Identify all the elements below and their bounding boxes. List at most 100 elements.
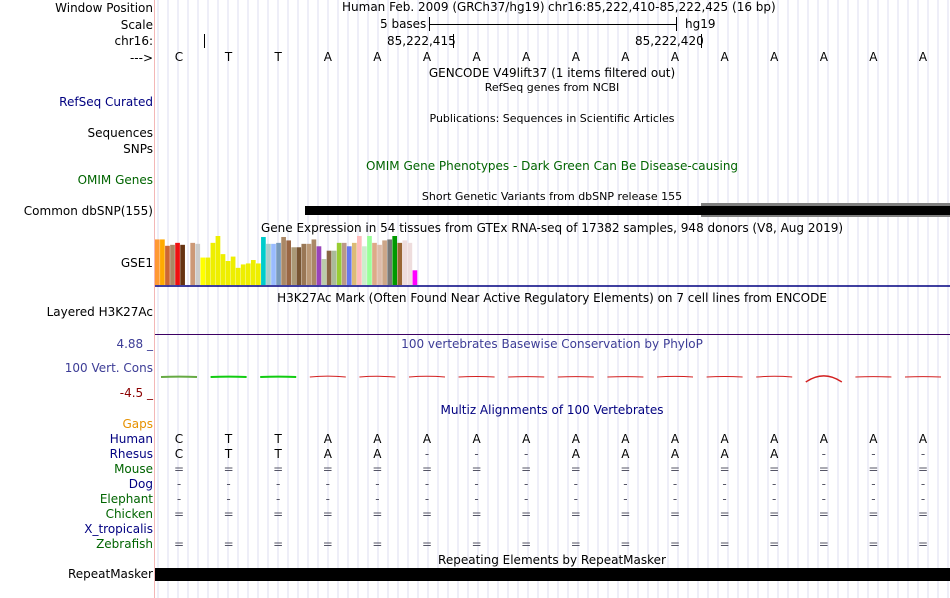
gtex-tissue-bar[interactable] <box>256 263 261 285</box>
gtex-tissue-bar[interactable] <box>230 256 236 285</box>
gtex-tissue-bar[interactable] <box>170 244 175 285</box>
track-label-snps[interactable]: SNPs <box>123 142 153 156</box>
repeat-title[interactable]: Repeating Elements by RepeatMasker <box>438 553 666 567</box>
phylop-score-mark[interactable] <box>408 375 446 378</box>
gencode-title[interactable]: GENCODE V49lift37 (1 items filtered out) <box>428 66 676 80</box>
gtex-tissue-bar[interactable] <box>321 259 327 285</box>
phylop-score-mark[interactable] <box>309 375 346 378</box>
alignment-cell: = <box>372 507 383 521</box>
gtex-tissue-bar[interactable] <box>387 239 392 285</box>
gtex-tissue-bar[interactable] <box>276 242 281 285</box>
gtex-tissue-bar[interactable] <box>180 244 185 285</box>
species-label[interactable]: Rhesus <box>109 447 153 461</box>
phylop-score-mark[interactable] <box>359 375 396 378</box>
gtex-tissue-bar[interactable] <box>346 246 352 285</box>
gtex-tissue-bar[interactable] <box>397 242 403 285</box>
phylop-score-mark[interactable] <box>706 375 743 378</box>
repeatmasker-feature-bar[interactable] <box>155 568 950 581</box>
position-label: chr16:85,222,410-85,222,425 (16 bp) <box>548 0 776 14</box>
track-label-h3k27ac[interactable]: Layered H3K27Ac <box>46 305 153 319</box>
dbsnp-feature-bar-overlay[interactable] <box>701 206 950 215</box>
gtex-tissue-bar[interactable] <box>175 242 180 285</box>
track-label-repeatmasker[interactable]: RepeatMasker <box>67 567 153 581</box>
species-label[interactable]: Dog <box>128 477 153 491</box>
species-label[interactable]: Elephant <box>99 492 153 506</box>
gtex-tissue-bar[interactable] <box>215 236 221 285</box>
gtex-tissue-bar[interactable] <box>261 236 266 285</box>
gtex-bar-chart[interactable] <box>155 236 950 288</box>
gtex-tissue-bar[interactable] <box>316 246 322 285</box>
gtex-tissue-bar[interactable] <box>362 246 367 285</box>
gtex-title[interactable]: Gene Expression in 54 tissues from GTEx … <box>260 221 844 235</box>
gtex-tissue-bar[interactable] <box>240 264 246 285</box>
gtex-tissue-bar[interactable] <box>266 243 271 285</box>
gtex-tissue-bar[interactable] <box>402 240 408 285</box>
gtex-tissue-bar[interactable] <box>286 240 291 285</box>
gtex-tissue-bar[interactable] <box>412 270 418 285</box>
gtex-tissue-bar[interactable] <box>205 257 211 285</box>
gtex-tissue-bar[interactable] <box>311 239 317 285</box>
gtex-tissue-bar[interactable] <box>281 236 286 285</box>
publications-title[interactable]: Publications: Sequences in Scientific Ar… <box>429 112 675 125</box>
track-label-sequences[interactable]: Sequences <box>87 126 153 140</box>
gtex-tissue-bar[interactable] <box>195 243 201 285</box>
gtex-tissue-bar[interactable] <box>235 267 241 285</box>
gtex-tissue-bar[interactable] <box>210 242 216 285</box>
gtex-tissue-bar[interactable] <box>220 254 226 285</box>
track-label-omim[interactable]: OMIM Genes <box>77 173 153 187</box>
gtex-tissue-bar[interactable] <box>301 243 307 285</box>
track-label-dbsnp[interactable]: Common dbSNP(155) <box>23 204 153 218</box>
phylop-plot[interactable] <box>155 355 950 395</box>
omim-title[interactable]: OMIM Gene Phenotypes - Dark Green Can Be… <box>365 159 739 173</box>
phylop-score-mark[interactable] <box>805 375 843 383</box>
gtex-tissue-bar[interactable] <box>291 247 297 285</box>
gtex-tissue-bar[interactable] <box>296 247 302 285</box>
alignment-cell: A <box>720 447 729 461</box>
gtex-tissue-bar[interactable] <box>200 257 206 285</box>
gtex-tissue-bar[interactable] <box>407 242 413 285</box>
track-data-area[interactable]: Human Feb. 2009 (GRCh37/hg19) chr16:85,2… <box>155 0 950 598</box>
dbsnp-title[interactable]: Short Genetic Variants from dbSNP releas… <box>421 190 683 203</box>
gtex-tissue-bar[interactable] <box>250 260 256 285</box>
h3k27ac-title[interactable]: H3K27Ac Mark (Often Found Near Active Re… <box>277 291 827 305</box>
refseq-title[interactable]: RefSeq genes from NCBI <box>484 81 620 94</box>
phylop-title[interactable]: 100 vertebrates Basewise Conservation by… <box>401 337 703 351</box>
gtex-tissue-bar[interactable] <box>165 245 170 285</box>
gtex-tissue-bar[interactable] <box>336 242 342 285</box>
gtex-tissue-bar[interactable] <box>382 240 387 285</box>
gtex-tissue-bar[interactable] <box>190 242 196 285</box>
gtex-tissue-bar[interactable] <box>392 236 398 285</box>
alignment-cell: = <box>769 462 780 476</box>
gtex-tissue-bar[interactable] <box>326 250 332 285</box>
species-label[interactable]: Chicken <box>105 507 153 521</box>
gtex-tissue-bar[interactable] <box>245 263 251 285</box>
alignment-cell: - <box>474 447 479 461</box>
alignment-cell: = <box>669 537 681 551</box>
species-label[interactable]: X_tropicalis <box>84 522 153 536</box>
species-label[interactable]: Mouse <box>114 462 153 476</box>
multiz-title[interactable]: Multiz Alignments of 100 Vertebrates <box>440 403 664 417</box>
coord-label-1: 85,222,415 <box>387 34 456 48</box>
gtex-tissue-bar[interactable] <box>225 260 231 285</box>
species-label[interactable]: Zebrafish <box>96 537 153 551</box>
gtex-tissue-bar[interactable] <box>331 250 337 285</box>
gtex-tissue-bar[interactable] <box>341 242 347 285</box>
phylop-score-mark[interactable] <box>756 375 793 378</box>
phylop-score-mark[interactable] <box>656 375 694 378</box>
track-label-gaps[interactable]: Gaps <box>122 417 153 431</box>
gtex-tissue-bar[interactable] <box>155 239 160 285</box>
dbsnp-feature-bar[interactable] <box>305 206 950 215</box>
track-label-refseq[interactable]: RefSeq Curated <box>59 95 153 109</box>
species-label[interactable]: Human <box>109 432 153 446</box>
track-label-gse1[interactable]: GSE1 <box>120 256 153 270</box>
gtex-tissue-bar[interactable] <box>351 242 357 285</box>
gtex-tissue-bar[interactable] <box>372 242 377 285</box>
track-label-cons[interactable]: 100 Vert. Cons <box>64 361 153 375</box>
gtex-tissue-bar[interactable] <box>306 243 312 285</box>
gtex-tissue-bar[interactable] <box>357 236 362 285</box>
gtex-tissue-bar[interactable] <box>367 236 372 285</box>
gtex-tissue-bar[interactable] <box>271 243 276 285</box>
gtex-tissue-bar[interactable] <box>160 239 165 285</box>
gtex-tissue-bar[interactable] <box>377 244 382 285</box>
